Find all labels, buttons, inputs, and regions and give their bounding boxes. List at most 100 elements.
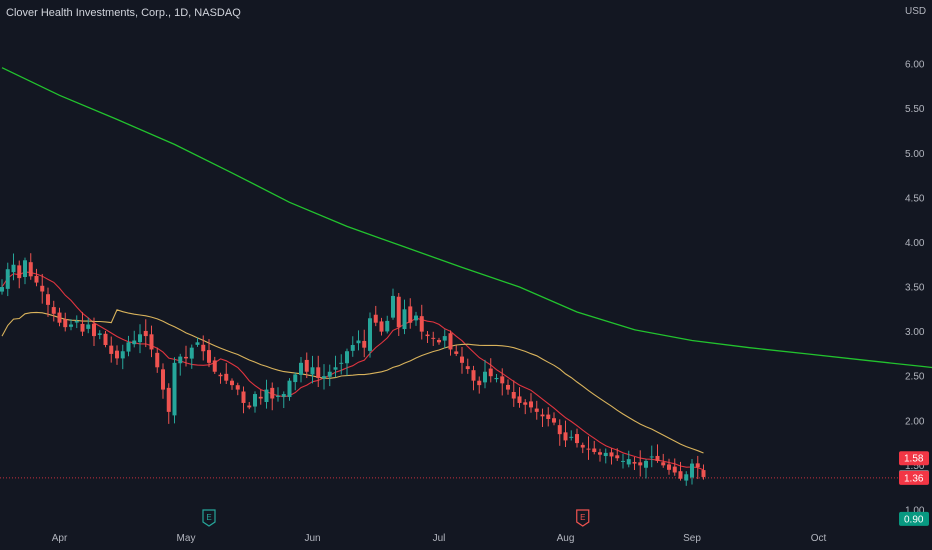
candle[interactable] — [419, 304, 424, 340]
candle[interactable] — [500, 368, 505, 396]
candle[interactable] — [684, 471, 689, 486]
candle[interactable] — [57, 307, 62, 327]
candle[interactable] — [149, 325, 154, 358]
candle[interactable] — [230, 378, 234, 390]
candle[interactable] — [506, 379, 510, 395]
candle[interactable] — [218, 372, 223, 384]
candle[interactable] — [92, 317, 96, 346]
candle[interactable] — [471, 365, 476, 391]
candle[interactable] — [690, 459, 694, 485]
candle[interactable] — [569, 430, 574, 441]
candle[interactable] — [546, 407, 551, 427]
candle[interactable] — [615, 448, 620, 462]
candle[interactable] — [678, 461, 683, 481]
candle[interactable] — [258, 389, 263, 405]
candle[interactable] — [557, 419, 562, 446]
candle[interactable] — [621, 453, 625, 469]
candle[interactable] — [316, 355, 321, 388]
candle[interactable] — [11, 253, 16, 281]
candle[interactable] — [379, 317, 384, 336]
candle[interactable] — [356, 330, 361, 351]
candle[interactable] — [626, 450, 631, 468]
candle[interactable] — [661, 453, 666, 468]
candle[interactable] — [396, 292, 401, 336]
candle[interactable] — [178, 353, 183, 376]
candle[interactable] — [184, 345, 188, 367]
candle[interactable] — [425, 331, 430, 344]
candle[interactable] — [207, 339, 211, 368]
candle[interactable] — [494, 373, 499, 383]
candle[interactable] — [17, 260, 22, 289]
candle[interactable] — [540, 408, 545, 427]
candle[interactable] — [304, 352, 309, 379]
candle[interactable] — [586, 436, 591, 460]
candle[interactable] — [488, 358, 493, 383]
candle[interactable] — [391, 288, 395, 320]
candle[interactable] — [672, 458, 677, 476]
candle[interactable] — [201, 335, 206, 361]
earnings-marker[interactable]: E — [576, 509, 590, 527]
candle[interactable] — [281, 391, 286, 409]
candle[interactable] — [5, 262, 10, 297]
candle[interactable] — [350, 336, 355, 357]
candle[interactable] — [575, 428, 579, 448]
candle[interactable] — [28, 253, 33, 280]
candle[interactable] — [563, 420, 568, 447]
candle[interactable] — [138, 324, 142, 354]
candle[interactable] — [172, 357, 177, 424]
candle[interactable] — [655, 444, 660, 463]
candle[interactable] — [667, 458, 671, 475]
candle[interactable] — [276, 387, 280, 402]
candle[interactable] — [414, 311, 418, 326]
candle[interactable] — [40, 273, 45, 304]
candle[interactable] — [109, 336, 114, 363]
candle[interactable] — [580, 442, 585, 454]
candle[interactable] — [327, 364, 332, 387]
candle[interactable] — [161, 363, 165, 399]
candle[interactable] — [224, 363, 229, 385]
candle[interactable] — [437, 337, 441, 345]
earnings-markers[interactable]: EEE — [202, 509, 932, 527]
candle[interactable] — [638, 450, 643, 477]
candle[interactable] — [293, 372, 298, 391]
candle[interactable] — [644, 459, 648, 479]
candle[interactable] — [74, 315, 79, 329]
candle[interactable] — [97, 330, 102, 340]
candle[interactable] — [362, 329, 367, 358]
candle[interactable] — [442, 329, 447, 349]
candle[interactable] — [189, 344, 194, 369]
candle[interactable] — [51, 300, 56, 322]
earnings-marker[interactable]: E — [202, 509, 216, 527]
candle[interactable] — [431, 331, 436, 346]
candle[interactable] — [465, 358, 470, 374]
candle[interactable] — [603, 448, 608, 464]
candle[interactable] — [299, 357, 303, 383]
candle[interactable] — [195, 337, 200, 347]
candle[interactable] — [253, 391, 257, 413]
candle[interactable] — [270, 382, 275, 411]
candle[interactable] — [373, 305, 378, 327]
candle[interactable] — [339, 354, 344, 375]
candle[interactable] — [701, 464, 706, 480]
candle[interactable] — [143, 319, 148, 348]
candle[interactable] — [477, 376, 482, 394]
candle[interactable] — [368, 312, 372, 358]
candle[interactable] — [126, 335, 131, 357]
candle[interactable] — [235, 382, 240, 396]
candles[interactable] — [0, 253, 706, 486]
candle[interactable] — [115, 345, 119, 365]
candle[interactable] — [63, 312, 68, 332]
candle[interactable] — [34, 268, 39, 287]
candle[interactable] — [511, 380, 516, 407]
candle[interactable] — [120, 344, 125, 370]
candle[interactable] — [345, 348, 349, 376]
candle[interactable] — [408, 298, 413, 329]
time-axis[interactable]: AprMayJunJulAugSepOctNovDec2023 — [52, 533, 932, 544]
candle[interactable] — [166, 383, 171, 424]
candle[interactable] — [80, 312, 85, 336]
candle[interactable] — [460, 346, 464, 374]
candle[interactable] — [592, 440, 597, 455]
candle[interactable] — [649, 445, 654, 468]
candle[interactable] — [632, 457, 637, 470]
candle[interactable] — [86, 317, 91, 334]
